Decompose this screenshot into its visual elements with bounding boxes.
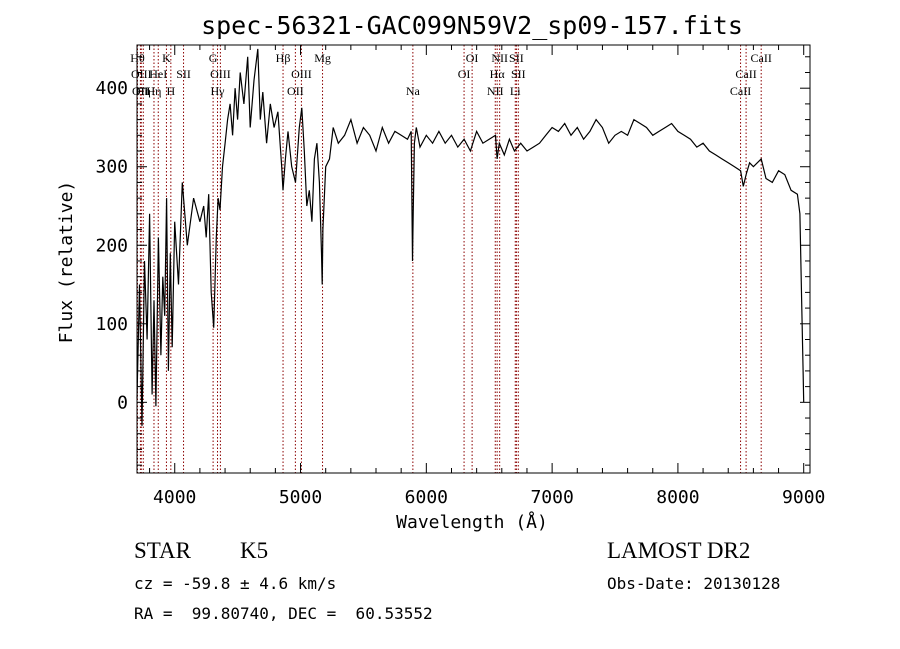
survey-name: LAMOST DR2 bbox=[607, 538, 751, 563]
sky-coordinates: RA = 99.80740, DEC = 60.53552 bbox=[134, 604, 433, 623]
spectral-line-label: OII bbox=[132, 84, 149, 98]
spectral-line-label: K bbox=[162, 51, 171, 65]
spectral-line-label: NII bbox=[491, 51, 508, 65]
spectral-line-label: HeI bbox=[149, 67, 167, 81]
x-tick-label: 5000 bbox=[279, 487, 322, 508]
spectral-line-label: OIII bbox=[291, 67, 312, 81]
spectral-line-label: OIII bbox=[131, 67, 152, 81]
spectral-line-label: SII bbox=[511, 67, 526, 81]
chart-title: spec-56321-GAC099N59V2_sp09-157.fits bbox=[201, 11, 743, 40]
spectral-line-label: Hβ bbox=[276, 51, 291, 65]
x-tick-label: 4000 bbox=[153, 487, 196, 508]
spectral-line-label: Li bbox=[510, 84, 521, 98]
spectral-line-label: SII bbox=[176, 67, 191, 81]
x-axis: 4000 5000 6000 7000 8000 9000 bbox=[149, 45, 825, 508]
object-class: STAR bbox=[134, 538, 191, 563]
spectral-line-label: Hγ bbox=[211, 84, 226, 98]
spectral-line-label: SII bbox=[509, 51, 524, 65]
x-tick-label: 8000 bbox=[656, 487, 699, 508]
y-tick-label: 100 bbox=[95, 314, 128, 335]
plot-frame bbox=[136, 44, 811, 474]
spectral-line-label: CaII bbox=[730, 84, 751, 98]
spectral-line-label: CaII bbox=[751, 51, 772, 65]
y-axis: 0 100 200 300 400 bbox=[95, 56, 810, 466]
spectral-line-labels: HθOIIOIIIHηHηHeIKHSIIGHγOIIIHβOIIOIIIMgN… bbox=[130, 51, 772, 98]
spectral-line-label: OII bbox=[287, 84, 304, 98]
y-tick-label: 200 bbox=[95, 235, 128, 256]
spectral-line-label: Mg bbox=[314, 51, 331, 65]
spectral-line-label: Hη bbox=[147, 84, 162, 98]
spectral-line-label: NII bbox=[487, 84, 504, 98]
y-tick-label: 300 bbox=[95, 157, 128, 178]
spectral-line-label: OI bbox=[466, 51, 479, 65]
x-tick-label: 7000 bbox=[530, 487, 573, 508]
x-tick-label: 9000 bbox=[782, 487, 825, 508]
redshift-velocity: cz = -59.8 ± 4.6 km/s bbox=[134, 574, 337, 593]
spectral-line-label: Hθ bbox=[130, 51, 145, 65]
y-axis-label: Flux (relative) bbox=[56, 181, 77, 344]
spectral-line-label: CaII bbox=[735, 67, 756, 81]
spectral-line-label: Hη bbox=[136, 84, 151, 98]
spectral-line-label: Na bbox=[406, 84, 421, 98]
spectral-line-label: G bbox=[209, 51, 218, 65]
spectral-line-label: H bbox=[167, 84, 176, 98]
x-tick-label: 6000 bbox=[405, 487, 448, 508]
observation-date: Obs-Date: 20130128 bbox=[607, 574, 781, 593]
x-axis-label: Wavelength (Å) bbox=[396, 511, 548, 533]
y-tick-label: 400 bbox=[95, 78, 128, 99]
object-subclass: K5 bbox=[240, 538, 269, 563]
spectrum-series-line bbox=[136, 48, 805, 426]
spectral-line-label: OIII bbox=[210, 67, 231, 81]
y-tick-label: 0 bbox=[117, 392, 128, 413]
spectral-line-label: OI bbox=[458, 67, 471, 81]
spectral-line-label: Hα bbox=[490, 67, 506, 81]
